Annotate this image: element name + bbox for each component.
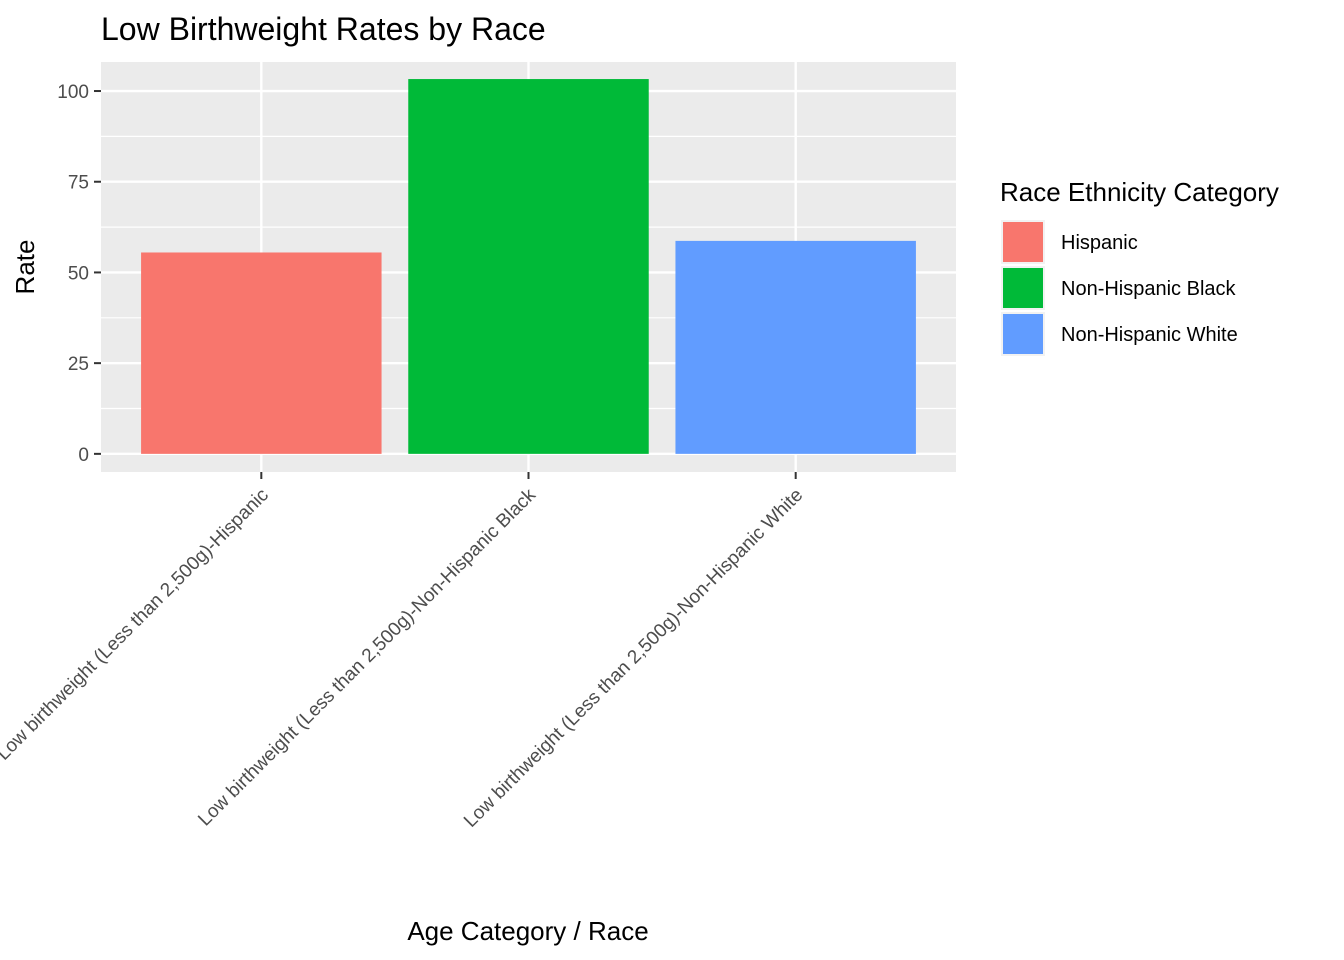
y-tick-label: 25 bbox=[68, 354, 89, 375]
x-axis-title: Age Category / Race bbox=[407, 916, 648, 946]
x-axis: Low birthweight (Less than 2,500g)-Hispa… bbox=[0, 472, 807, 832]
x-tick-label: Low birthweight (Less than 2,500g)-Non-H… bbox=[194, 484, 540, 830]
chart-title: Low Birthweight Rates by Race bbox=[101, 11, 546, 47]
bar bbox=[408, 79, 649, 454]
bar bbox=[141, 252, 382, 454]
legend-entries: Hispanic Non-Hispanic Black Non-Hispanic W… bbox=[1001, 220, 1238, 356]
legend-swatch bbox=[1003, 222, 1043, 262]
y-tick-label: 0 bbox=[78, 445, 89, 466]
legend-title: Race Ethnicity Category bbox=[1000, 177, 1279, 207]
bars bbox=[141, 79, 916, 454]
x-tick-label: Low birthweight (Less than 2,500g)-Non-H… bbox=[460, 485, 807, 832]
y-tick-label: 100 bbox=[57, 82, 89, 103]
legend-label: Non-Hispanic Black bbox=[1061, 278, 1237, 300]
legend-swatch bbox=[1003, 268, 1043, 308]
legend: Race Ethnicity Category Hispanic Non-Hisp… bbox=[1000, 177, 1279, 356]
bar bbox=[675, 240, 916, 454]
y-axis: 0 25 50 75 100 bbox=[57, 82, 101, 466]
y-axis-title: Rate bbox=[10, 240, 40, 295]
x-tick-label: Low birthweight (Less than 2,500g)-Hispa… bbox=[0, 485, 273, 765]
legend-label: Hispanic bbox=[1061, 232, 1138, 254]
y-tick-label: 50 bbox=[68, 263, 89, 284]
legend-label: Non-Hispanic White bbox=[1061, 324, 1238, 346]
y-tick-label: 75 bbox=[68, 173, 89, 194]
legend-swatch bbox=[1003, 314, 1043, 354]
